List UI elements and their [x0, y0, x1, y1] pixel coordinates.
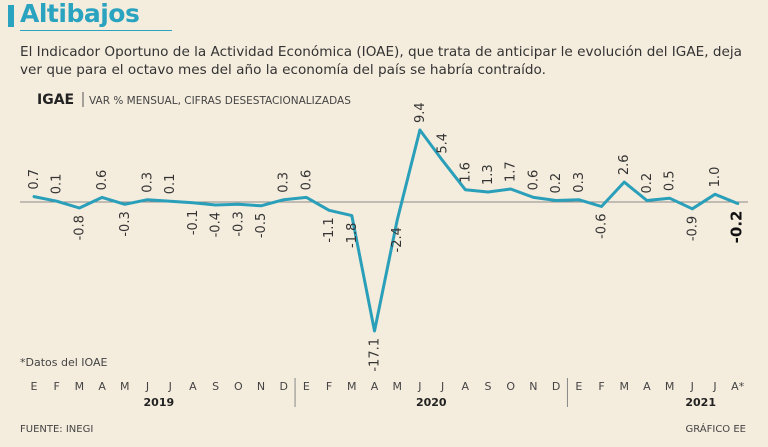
month-tick-label: E	[303, 380, 310, 393]
year-label: 2021	[685, 396, 716, 409]
data-label: 0.1	[50, 174, 65, 195]
month-tick-label: A	[643, 380, 651, 393]
data-label: -1.1	[322, 217, 337, 242]
month-tick-label: J	[417, 380, 421, 393]
data-label: 0.7	[27, 169, 42, 190]
month-tick-label: A	[371, 380, 379, 393]
data-label: -0.8	[72, 215, 87, 240]
data-label: 0.2	[549, 173, 564, 194]
data-label: 0.6	[299, 170, 314, 191]
data-label: 0.3	[572, 172, 587, 193]
data-label: 0.6	[95, 170, 110, 191]
month-tick-label: F	[326, 380, 332, 393]
data-label: 9.4	[413, 102, 428, 123]
month-tick-label: J	[712, 380, 716, 393]
month-tick-label: J	[145, 380, 149, 393]
data-label: 0.6	[526, 170, 541, 191]
data-label: -0.5	[254, 213, 269, 238]
month-tick-label: M	[75, 380, 85, 393]
month-tick-label: E	[31, 380, 38, 393]
data-label: -0.3	[118, 211, 133, 236]
month-tick-label: A	[189, 380, 197, 393]
month-tick-label: M	[347, 380, 357, 393]
data-label: 0.2	[640, 173, 655, 194]
month-tick-label: F	[598, 380, 604, 393]
month-tick-label: S	[212, 380, 219, 393]
data-labels: 0.7 0.1 -0.8 0.6 -0.3 0.3 0.1 -0.1 -0.4 -0.3 -0.5 0…	[27, 102, 746, 371]
month-tick-label: J	[690, 380, 694, 393]
data-label: -0.2	[728, 211, 746, 244]
month-tick-label: M	[665, 380, 675, 393]
data-label: -0.3	[231, 211, 246, 236]
data-label: -0.6	[595, 214, 610, 239]
month-tick-label: S	[485, 380, 492, 393]
data-label: 0.3	[277, 172, 292, 193]
page-title: Altibajos	[20, 0, 140, 28]
title-accent-bar	[8, 5, 14, 27]
data-label: 0.3	[141, 172, 156, 193]
graphic-credit: GRÁFICO EE	[685, 424, 746, 435]
chart-subtitle: VAR % MENSUAL, CIFRAS DESESTACIONALIZADA…	[89, 95, 351, 107]
month-tick-label: A*	[731, 380, 745, 393]
data-label: 2.6	[617, 154, 632, 175]
month-tick-label: O	[506, 380, 515, 393]
month-tick-label: M	[120, 380, 130, 393]
month-tick-label: M	[392, 380, 402, 393]
data-label: -17.1	[368, 338, 383, 372]
intro-text: El Indicador Oportuno de la Actividad Ec…	[20, 44, 742, 78]
data-label: -2.4	[390, 227, 405, 252]
data-label: 0.1	[163, 174, 178, 195]
year-label: 2020	[416, 396, 447, 409]
data-label: 0.5	[663, 170, 678, 191]
chart-series-label: IGAE	[37, 92, 74, 108]
month-tick-label: D	[279, 380, 287, 393]
year-label: 2019	[144, 396, 175, 409]
source-note: FUENTE: INEGI	[20, 424, 94, 435]
month-tick-label: A	[462, 380, 470, 393]
data-label: 1.7	[504, 161, 519, 182]
data-label: -0.4	[209, 212, 224, 237]
data-label: -0.1	[186, 210, 201, 235]
data-label: -1.8	[345, 223, 360, 248]
month-tick-label: N	[257, 380, 265, 393]
month-tick-label: E	[575, 380, 582, 393]
data-label: 1.0	[708, 167, 723, 188]
data-label: 1.3	[481, 164, 496, 185]
month-tick-label: D	[552, 380, 560, 393]
month-tick-label: J	[440, 380, 444, 393]
month-tick-label: O	[234, 380, 243, 393]
month-tick-label: J	[168, 380, 172, 393]
data-label: 1.6	[458, 162, 473, 183]
series-line	[32, 128, 740, 333]
month-tick-label: A	[98, 380, 106, 393]
x-axis: E F M A M J J A S O N D E F M A M J J A S O N D E F M A M J J A*2019 202…	[31, 378, 745, 409]
data-label: 5.4	[436, 133, 451, 154]
month-tick-label: F	[54, 380, 60, 393]
footnote: *Datos del IOAE	[20, 356, 108, 369]
data-label: -0.9	[685, 216, 700, 241]
month-tick-label: N	[529, 380, 537, 393]
title-rule	[20, 30, 172, 31]
month-tick-label: M	[619, 380, 629, 393]
